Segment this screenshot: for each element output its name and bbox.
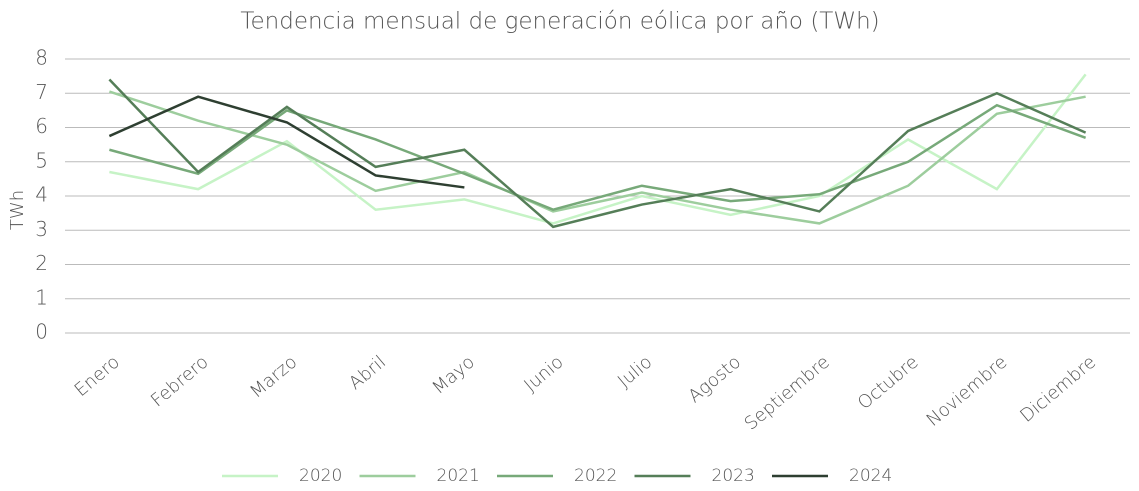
x-tick-label: Noviembre [923, 352, 1012, 431]
legend-label: 2020 [299, 466, 342, 486]
series-line [109, 103, 1087, 212]
x-tick-label: Febrero [147, 352, 213, 412]
x-tick-label: Diciembre [1016, 352, 1100, 427]
y-tick-label: 7 [35, 80, 48, 104]
x-tick-label: Julio [614, 352, 656, 392]
series-line [108, 78, 1087, 229]
x-tick-label: Agosto [684, 352, 745, 408]
legend-label: 2021 [437, 466, 480, 486]
y-tick-label: 3 [35, 217, 48, 241]
series-line [109, 73, 1087, 225]
y-tick-label: 5 [35, 148, 48, 172]
x-tick-label: Abril [345, 352, 390, 395]
x-tick-label: Septiembre [741, 352, 834, 435]
x-tick-label: Mayo [428, 352, 478, 399]
y-axis-label: TWh [7, 190, 28, 230]
x-tick-label: Marzo [246, 352, 301, 403]
y-tick-label: 8 [35, 46, 48, 70]
y-tick-label: 2 [35, 251, 48, 275]
series-line [108, 90, 1086, 225]
legend-label: 2024 [849, 466, 892, 486]
y-tick-label: 4 [35, 183, 48, 207]
y-tick-label: 1 [35, 285, 48, 309]
x-tick-label: Enero [71, 352, 124, 401]
series-line [108, 95, 465, 189]
legend-label: 2022 [574, 466, 617, 486]
y-tick-label: 6 [35, 114, 48, 138]
y-tick-label: 0 [35, 320, 48, 344]
x-tick-label: Junio [520, 352, 567, 396]
chart-title: Tendencia mensual de generación eólica p… [240, 9, 879, 35]
legend-label: 2023 [712, 466, 755, 486]
x-tick-label: Octubre [854, 352, 923, 414]
